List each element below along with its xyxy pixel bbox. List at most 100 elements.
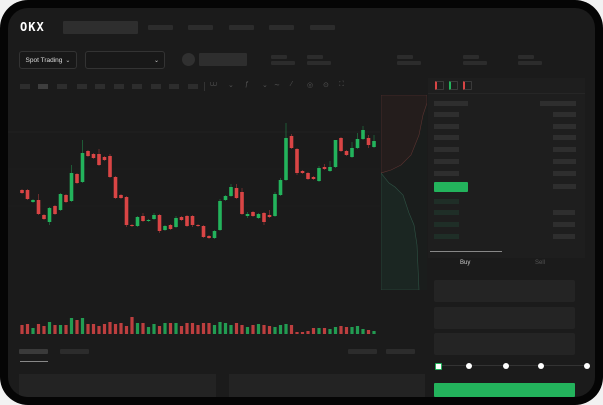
candle-body [69,173,74,201]
timeframe-button[interactable] [169,84,179,89]
search-bar[interactable] [63,21,138,34]
volume-bar [97,326,101,334]
volume-bar [322,328,327,334]
chevron-down-icon[interactable]: ⌄ [228,82,234,89]
line-tool-icon[interactable]: ∼ [274,82,280,89]
slider-step-75[interactable] [538,363,544,369]
price-input[interactable] [434,280,575,302]
chevron-down-icon[interactable]: ⌄ [262,82,268,89]
buy-button[interactable] [434,383,575,397]
candle-body [344,151,349,155]
ask-amount [553,112,576,117]
order-book [428,78,585,258]
candle-body [366,138,371,145]
volume-bar [295,332,299,334]
stat-value [463,61,487,65]
bid-price [434,210,459,215]
volume-bar [256,324,261,334]
filter-button[interactable] [348,349,377,354]
depth-asks-area [381,95,427,174]
amount-input[interactable] [434,307,575,329]
volume-bar [240,325,244,334]
candlestick-chart[interactable] [8,95,380,340]
slider-step-25[interactable] [466,363,472,369]
volume-bar [135,323,140,334]
tab-sell[interactable]: Sell [535,260,546,266]
book-both-icon[interactable] [435,81,444,90]
timeframe-button[interactable] [20,84,30,89]
camera-icon[interactable]: ◎ [307,82,314,89]
tab-order-history[interactable] [60,349,89,354]
nav-item[interactable] [269,25,294,30]
timeframe-button[interactable] [151,84,161,89]
candle-body [196,225,200,226]
candle-body [289,136,294,148]
chevron-down-icon: ⌄ [65,57,71,64]
candle-body [218,201,222,230]
settings-icon[interactable]: ⊙ [323,82,329,89]
draw-icon[interactable]: ⁄ [291,81,293,88]
amount-slider-track[interactable] [438,365,588,366]
candle-body [53,206,57,214]
slider-step-50[interactable] [503,363,509,369]
okx-logo[interactable]: OKX [20,20,45,34]
timeframe-button[interactable] [188,84,198,89]
tab-buy[interactable]: Buy [460,260,471,266]
volume-bar [245,327,250,334]
book-bids-icon[interactable] [449,81,458,90]
bid-amount [553,222,575,227]
timeframe-button[interactable] [95,84,105,89]
candle-body [251,212,255,216]
timeframe-button[interactable] [57,84,67,89]
volume-bar [300,332,305,334]
fullscreen-icon[interactable]: ⛶ [339,81,344,88]
total-input[interactable] [434,333,575,355]
timeframe-button[interactable] [114,84,124,89]
bid-amount [553,210,575,215]
candle-body [168,225,173,229]
candle-body [86,151,90,156]
volume-bar [212,325,217,334]
candle-body [157,215,162,231]
candle-body [339,138,343,151]
candle-body [20,190,24,193]
timeframe-button[interactable] [77,84,87,89]
ask-amount [553,159,576,164]
candle-type-icon[interactable]: ⩊ [210,81,218,88]
candle-body [190,216,195,225]
candle-body [130,225,134,226]
slider-step-100[interactable] [584,363,590,369]
volume-bar [86,324,90,334]
slider-handle[interactable] [435,363,442,370]
candle-body [113,177,118,198]
volume-bar [267,326,272,334]
volume-bar [284,324,288,334]
candle-body [174,218,178,227]
volume-bar [31,328,35,334]
book-header-amount [540,101,576,106]
volume-bar [333,327,338,334]
book-asks-icon[interactable] [463,81,472,90]
volume-bar [113,324,118,334]
tab-open-orders[interactable] [19,349,48,354]
nav-item[interactable] [229,25,254,30]
ask-amount [553,124,576,129]
indicator-icon[interactable]: ƒ [245,81,249,88]
ask-price [434,171,459,176]
app-screen: OKX Spot Trading ⌄ ⌄ ⩊ ⌄ ƒ ⌄ ∼ [8,8,595,397]
timeframe-button[interactable] [132,84,142,89]
timeframe-button[interactable] [38,84,48,89]
nav-item[interactable] [188,25,213,30]
volume-bar [201,323,206,334]
volume-bar [366,330,371,334]
tab-underline [20,361,48,362]
nav-item[interactable] [310,25,335,30]
pair-dropdown[interactable]: ⌄ [85,51,165,69]
market-type-dropdown[interactable]: Spot Trading ⌄ [19,51,77,69]
ask-amount [553,147,576,152]
candle-body [47,208,52,222]
candle-body [102,157,107,160]
filter-button[interactable] [386,349,415,354]
nav-item[interactable] [148,25,173,30]
